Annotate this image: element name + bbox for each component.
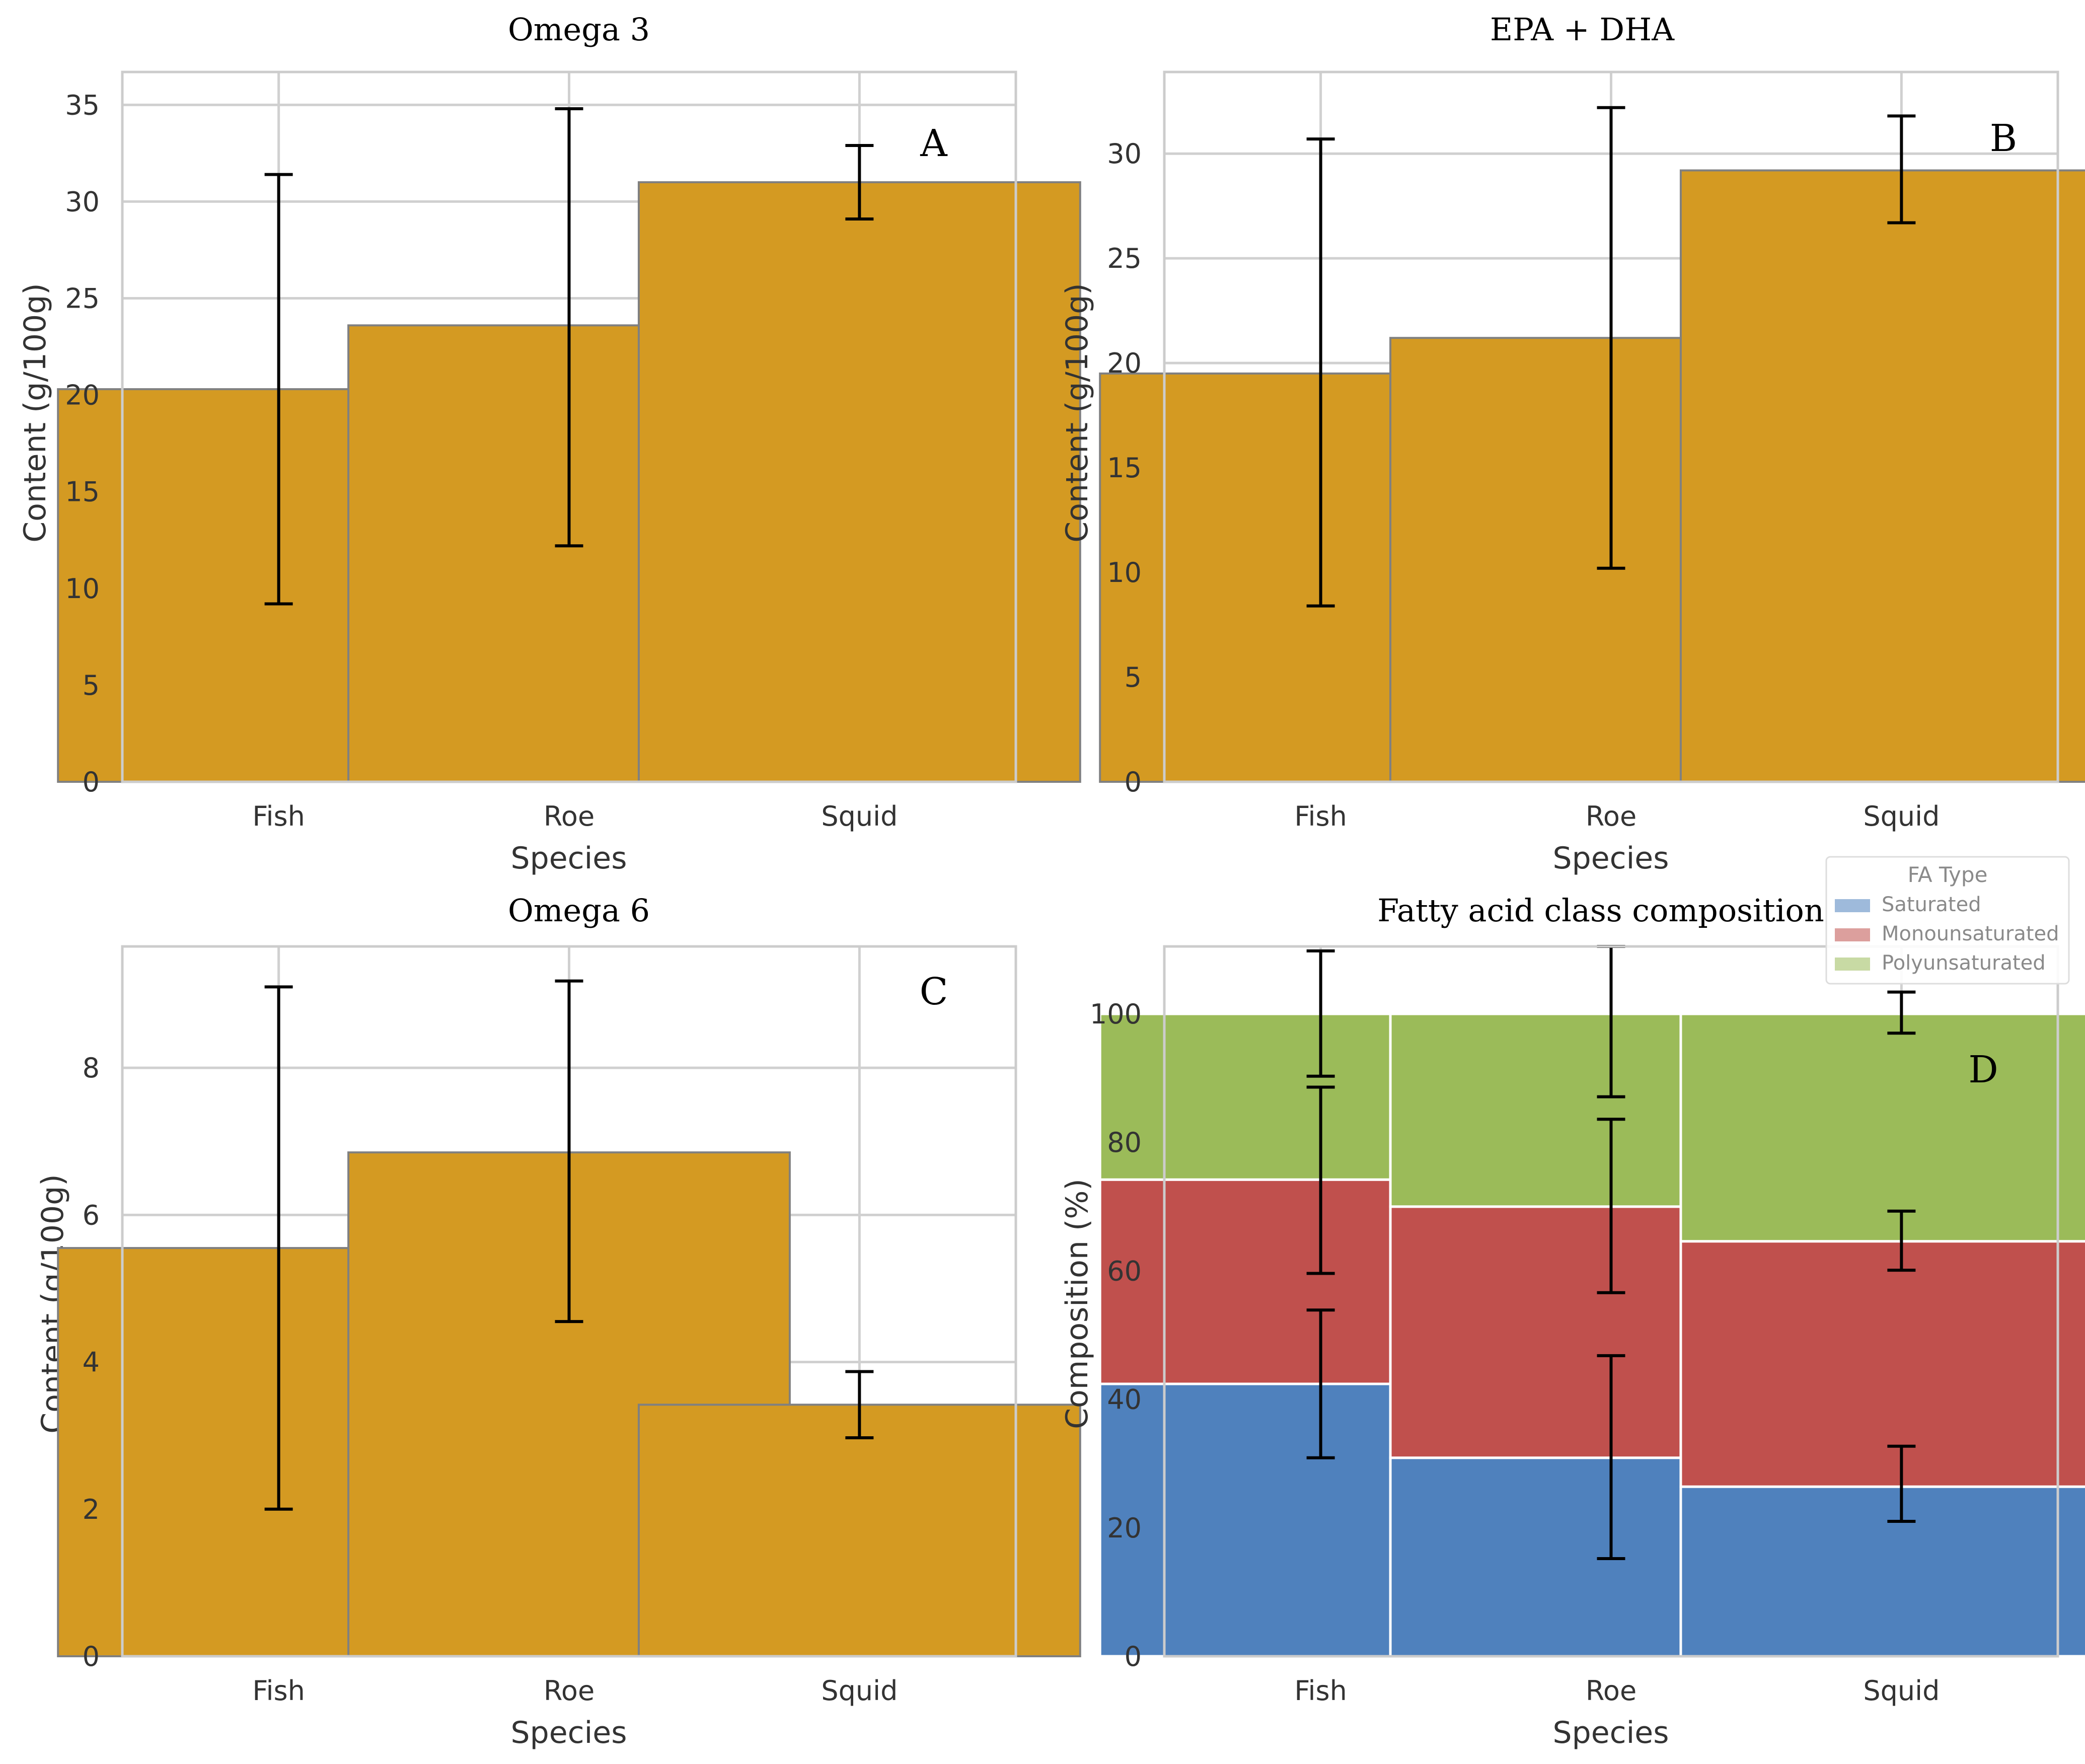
y-tick-label: 35 — [65, 89, 100, 121]
y-tick-label: 40 — [1107, 1384, 1142, 1416]
x-tick-label: Roe — [1586, 1675, 1636, 1707]
x-axis-label: Species — [511, 841, 627, 876]
legend-swatch — [1835, 958, 1870, 971]
y-axis-label: Content (g/100g) — [1060, 283, 1095, 542]
x-tick-label: Roe — [1586, 800, 1636, 832]
y-tick-label: 4 — [83, 1347, 100, 1378]
y-tick-label: 20 — [1107, 347, 1142, 379]
y-tick-label: 0 — [83, 1641, 100, 1672]
panel-title: EPA + DHA — [1490, 11, 1675, 48]
y-tick-label: 80 — [1107, 1127, 1142, 1158]
bar — [637, 1404, 1081, 1657]
x-tick-label: Roe — [544, 800, 594, 832]
panel-title: Fatty acid class composition — [1377, 892, 1824, 929]
y-tick-label: 5 — [1125, 662, 1142, 693]
plot-frame — [121, 70, 1017, 783]
y-tick-label: 15 — [65, 476, 100, 508]
y-tick-label: 2 — [83, 1494, 100, 1525]
legend-title: FA Type — [1908, 862, 1988, 887]
y-tick-label: 0 — [83, 766, 100, 798]
y-axis-label: Composition (%) — [1060, 1179, 1095, 1429]
legend: FA Type Saturated Monounsaturated Polyunsa… — [1825, 856, 2070, 985]
bar-segment-polyunsaturated — [1679, 1012, 2085, 1243]
y-axis-label: Content (g/100g) — [18, 283, 53, 542]
panel-label: C — [920, 970, 948, 1013]
panel-omega6: Omega 6 C Species Content (g/100g) 02468… — [35, 892, 1081, 1750]
x-axis-label: Species — [511, 1715, 627, 1750]
plot-frame — [1163, 70, 2059, 783]
x-tick-label: Fish — [252, 800, 305, 832]
x-axis-label: Species — [1553, 841, 1669, 876]
y-tick-label: 20 — [1107, 1512, 1142, 1544]
y-tick-label: 8 — [83, 1052, 100, 1084]
y-tick-label: 10 — [65, 573, 100, 605]
legend-swatch — [1835, 899, 1870, 912]
y-tick-label: 100 — [1090, 998, 1142, 1030]
x-tick-label: Fish — [1294, 1675, 1347, 1707]
plot-frame — [1163, 945, 2059, 1658]
y-tick-label: 5 — [83, 670, 100, 701]
y-tick-label: 15 — [1107, 452, 1142, 484]
panel-title: Omega 6 — [508, 892, 650, 929]
x-tick-label: Fish — [1294, 800, 1347, 832]
y-tick-label: 30 — [1107, 138, 1142, 170]
y-tick-label: 60 — [1107, 1255, 1142, 1287]
y-tick-label: 10 — [1107, 557, 1142, 589]
panel-title: Omega 3 — [508, 11, 650, 48]
legend-swatch — [1835, 928, 1870, 941]
legend-label: Polyunsaturated — [1882, 951, 2046, 975]
plot-frame — [121, 945, 1017, 1658]
y-tick-label: 0 — [1125, 1641, 1142, 1672]
legend-label: Saturated — [1882, 893, 1981, 916]
bar — [1679, 169, 2085, 783]
y-tick-label: 25 — [1107, 243, 1142, 274]
bar-segment-saturated — [1679, 1485, 2085, 1658]
x-tick-label: Squid — [1863, 1675, 1940, 1707]
y-tick-label: 20 — [65, 380, 100, 411]
panel-epa-dha: EPA + DHA B Species Content (g/100g) 051… — [1060, 11, 2085, 876]
y-tick-label: 6 — [83, 1199, 100, 1231]
legend-label: Monounsaturated — [1882, 922, 2059, 945]
x-axis-label: Species — [1553, 1715, 1669, 1750]
x-tick-label: Fish — [252, 1675, 305, 1707]
y-tick-label: 30 — [65, 186, 100, 217]
x-tick-label: Squid — [821, 800, 898, 832]
panel-label: D — [1968, 1048, 1998, 1091]
bar — [637, 181, 1081, 783]
x-tick-label: Roe — [544, 1675, 594, 1707]
bar-segment-monounsaturated — [1679, 1240, 2085, 1488]
panel-label: A — [920, 122, 948, 165]
panel-fa-composition: Fatty acid class composition Species Com… — [1060, 892, 2085, 1750]
y-tick-label: 0 — [1125, 766, 1142, 798]
legend-box — [1825, 856, 2070, 985]
y-tick-label: 25 — [65, 283, 100, 315]
x-tick-label: Squid — [1863, 800, 1940, 832]
x-tick-label: Squid — [821, 1675, 898, 1707]
panel-omega3: Omega 3 A Species Content (g/100g) 0 5 10 1… — [18, 11, 1081, 876]
